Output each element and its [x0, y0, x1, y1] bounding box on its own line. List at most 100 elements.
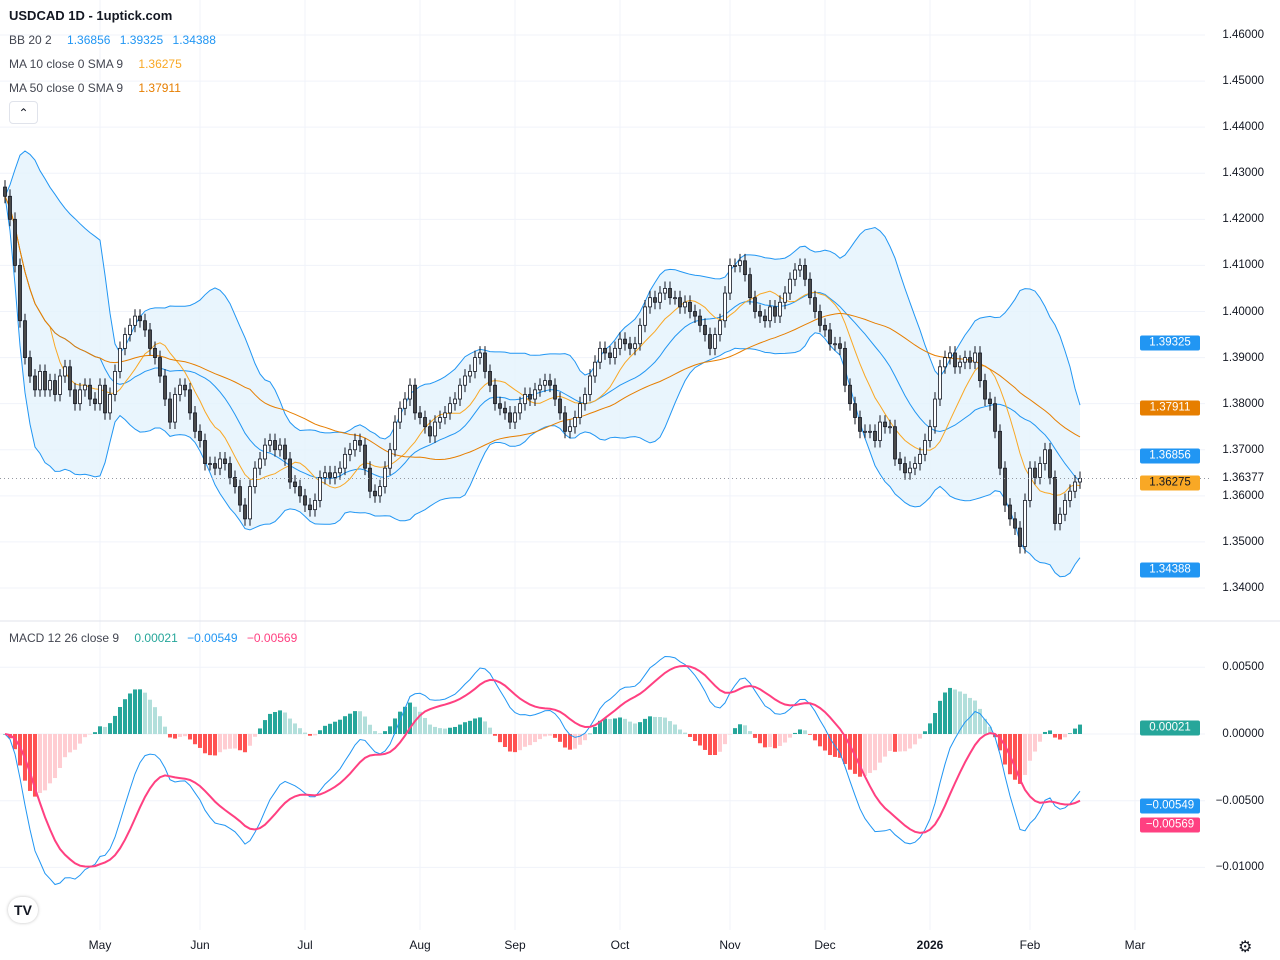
candle — [448, 396, 452, 420]
macd-histogram-bar — [403, 706, 407, 734]
macd-histogram-bar — [1043, 731, 1047, 734]
candle — [1053, 470, 1057, 531]
macd-histogram-bar — [673, 724, 677, 734]
candle — [1033, 461, 1037, 485]
candle-body — [363, 444, 367, 469]
candle-body — [238, 486, 242, 506]
candle-body — [433, 421, 437, 437]
candle — [123, 327, 127, 356]
macd-histogram-bar — [953, 689, 957, 734]
candle-body — [628, 343, 632, 349]
macd-histogram-bar — [418, 711, 422, 734]
candle-body — [563, 412, 567, 432]
candle-body — [498, 403, 502, 409]
macd-histogram-bar — [633, 723, 637, 734]
candle — [893, 419, 897, 466]
legend-macd[interactable]: MACD 12 26 close 9 0.00021 −0.00549 −0.0… — [9, 631, 303, 645]
candle — [1008, 498, 1012, 526]
macd-histogram-bar — [88, 734, 92, 735]
macd-histogram-bar — [818, 734, 822, 747]
macd-histogram-bar — [913, 734, 917, 745]
candle-body — [438, 417, 442, 423]
legend-bb-lower: 1.34388 — [172, 33, 216, 47]
candle-body — [598, 347, 602, 363]
candle — [118, 341, 122, 379]
candle-body — [378, 486, 382, 497]
candle-body — [843, 347, 847, 386]
macd-histogram-bar — [783, 734, 787, 743]
candle — [193, 405, 197, 439]
candle-body — [163, 375, 167, 400]
candle-body — [528, 394, 532, 400]
candle-body — [148, 329, 152, 349]
signal-line — [4, 664, 1081, 868]
candle — [173, 387, 177, 430]
macd-histogram-bar — [628, 721, 632, 734]
legend-bb[interactable]: BB 20 2 1.36856 1.39325 1.34388 — [9, 33, 222, 47]
legend-ma10[interactable]: MA 10 close 0 SMA 9 1.36275 — [9, 57, 188, 71]
macd-histogram-bar — [678, 729, 682, 734]
candle-body — [538, 384, 542, 391]
candle — [178, 378, 182, 402]
legend-macd-macd: −0.00549 — [187, 631, 238, 645]
macd-histogram-bar — [988, 726, 992, 734]
macd-histogram-bar — [298, 728, 302, 734]
candle — [78, 382, 82, 411]
macd-histogram-bar — [243, 734, 247, 753]
candle-body — [903, 463, 907, 474]
candle-body — [328, 472, 332, 478]
candle-body — [663, 288, 667, 294]
candle — [668, 281, 672, 305]
candle — [863, 424, 867, 439]
price-tick-label: 1.44000 — [1222, 121, 1264, 134]
macd-histogram-bar — [838, 734, 842, 758]
candle-body — [123, 334, 127, 349]
legend-macd-label: MACD 12 26 close 9 — [9, 631, 120, 645]
macd-histogram-bar — [538, 734, 542, 740]
candle — [708, 327, 712, 356]
candle — [568, 419, 572, 439]
chevron-up-icon: ⌃ — [18, 106, 29, 120]
price-tick-label: 1.39000 — [1222, 351, 1264, 364]
candle-body — [1053, 476, 1057, 524]
candle-body — [968, 357, 972, 363]
candle — [428, 419, 432, 443]
collapse-legend-button[interactable]: ⌃ — [9, 101, 38, 124]
candle — [53, 373, 57, 402]
price-tick-label: 1.34000 — [1222, 582, 1264, 594]
bb-lower-line — [4, 196, 1081, 578]
candle-body — [888, 426, 892, 429]
candle-body — [878, 421, 882, 441]
candle — [458, 378, 462, 406]
macd-histogram-bar — [368, 724, 372, 734]
candle — [528, 387, 532, 406]
candle-body — [88, 384, 92, 400]
macd-histogram-bar — [553, 734, 557, 738]
candle-body — [783, 292, 787, 303]
candle — [623, 332, 627, 351]
price-tick-label: 1.35000 — [1222, 535, 1264, 548]
macd-histogram-bar — [218, 734, 222, 753]
candle — [1013, 511, 1017, 536]
macd-histogram-bar — [608, 718, 612, 734]
candle-body — [273, 440, 277, 451]
candle-body — [643, 306, 647, 326]
legend-ma50[interactable]: MA 50 close 0 SMA 9 1.37911 — [9, 81, 187, 95]
candle — [933, 392, 937, 434]
macd-histogram-bar — [878, 734, 882, 763]
candle-body — [548, 380, 552, 386]
tradingview-logo[interactable]: TV — [8, 897, 38, 923]
candle — [523, 387, 527, 411]
candle-body — [58, 375, 62, 395]
candle — [1038, 456, 1042, 485]
gear-icon[interactable]: ⚙ — [1238, 939, 1253, 956]
candle — [158, 350, 162, 383]
candle-body — [1043, 449, 1047, 464]
candle-body — [468, 371, 472, 377]
macd-histogram-bar — [1058, 734, 1062, 740]
macd-histogram-bar — [948, 687, 952, 734]
price-tick-label: 1.43000 — [1222, 167, 1264, 180]
macd-histogram-bar — [383, 731, 387, 734]
candle-body — [593, 361, 597, 377]
